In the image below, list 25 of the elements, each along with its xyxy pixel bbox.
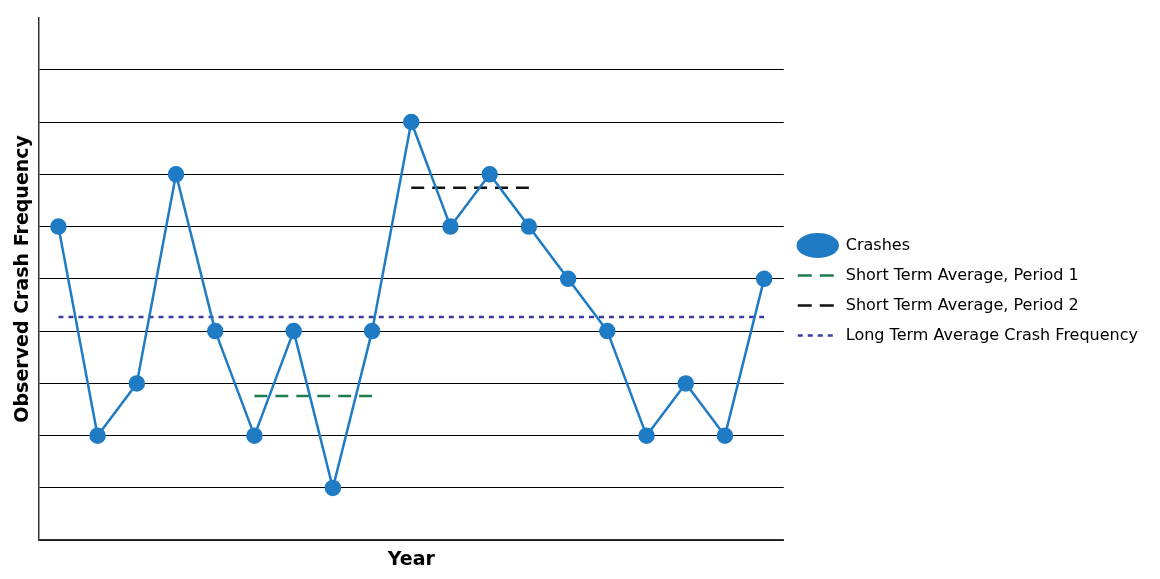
point (638, 427, 655, 444)
point (599, 322, 616, 340)
y-axis-title: Observed Crash Frequency (10, 134, 33, 423)
point (481, 166, 498, 183)
point (50, 218, 67, 235)
point (716, 427, 734, 444)
point (755, 270, 773, 288)
point (324, 479, 342, 497)
point (206, 322, 224, 340)
x-axis-title: Year (386, 546, 436, 569)
point (520, 218, 538, 235)
legend-label: Short Term Average, Period 1 (845, 264, 1079, 284)
legend-label: Short Term Average, Period 2 (845, 294, 1079, 314)
point (285, 322, 302, 340)
point (363, 322, 381, 340)
point (128, 375, 146, 392)
point (246, 427, 263, 444)
legend-label: Crashes (845, 234, 910, 254)
legend-label: Long Term Average Crash Frequency (845, 324, 1138, 344)
point (403, 113, 420, 131)
point (677, 375, 694, 392)
point (167, 166, 185, 183)
point (442, 218, 459, 235)
point (559, 270, 577, 288)
point (89, 427, 106, 444)
